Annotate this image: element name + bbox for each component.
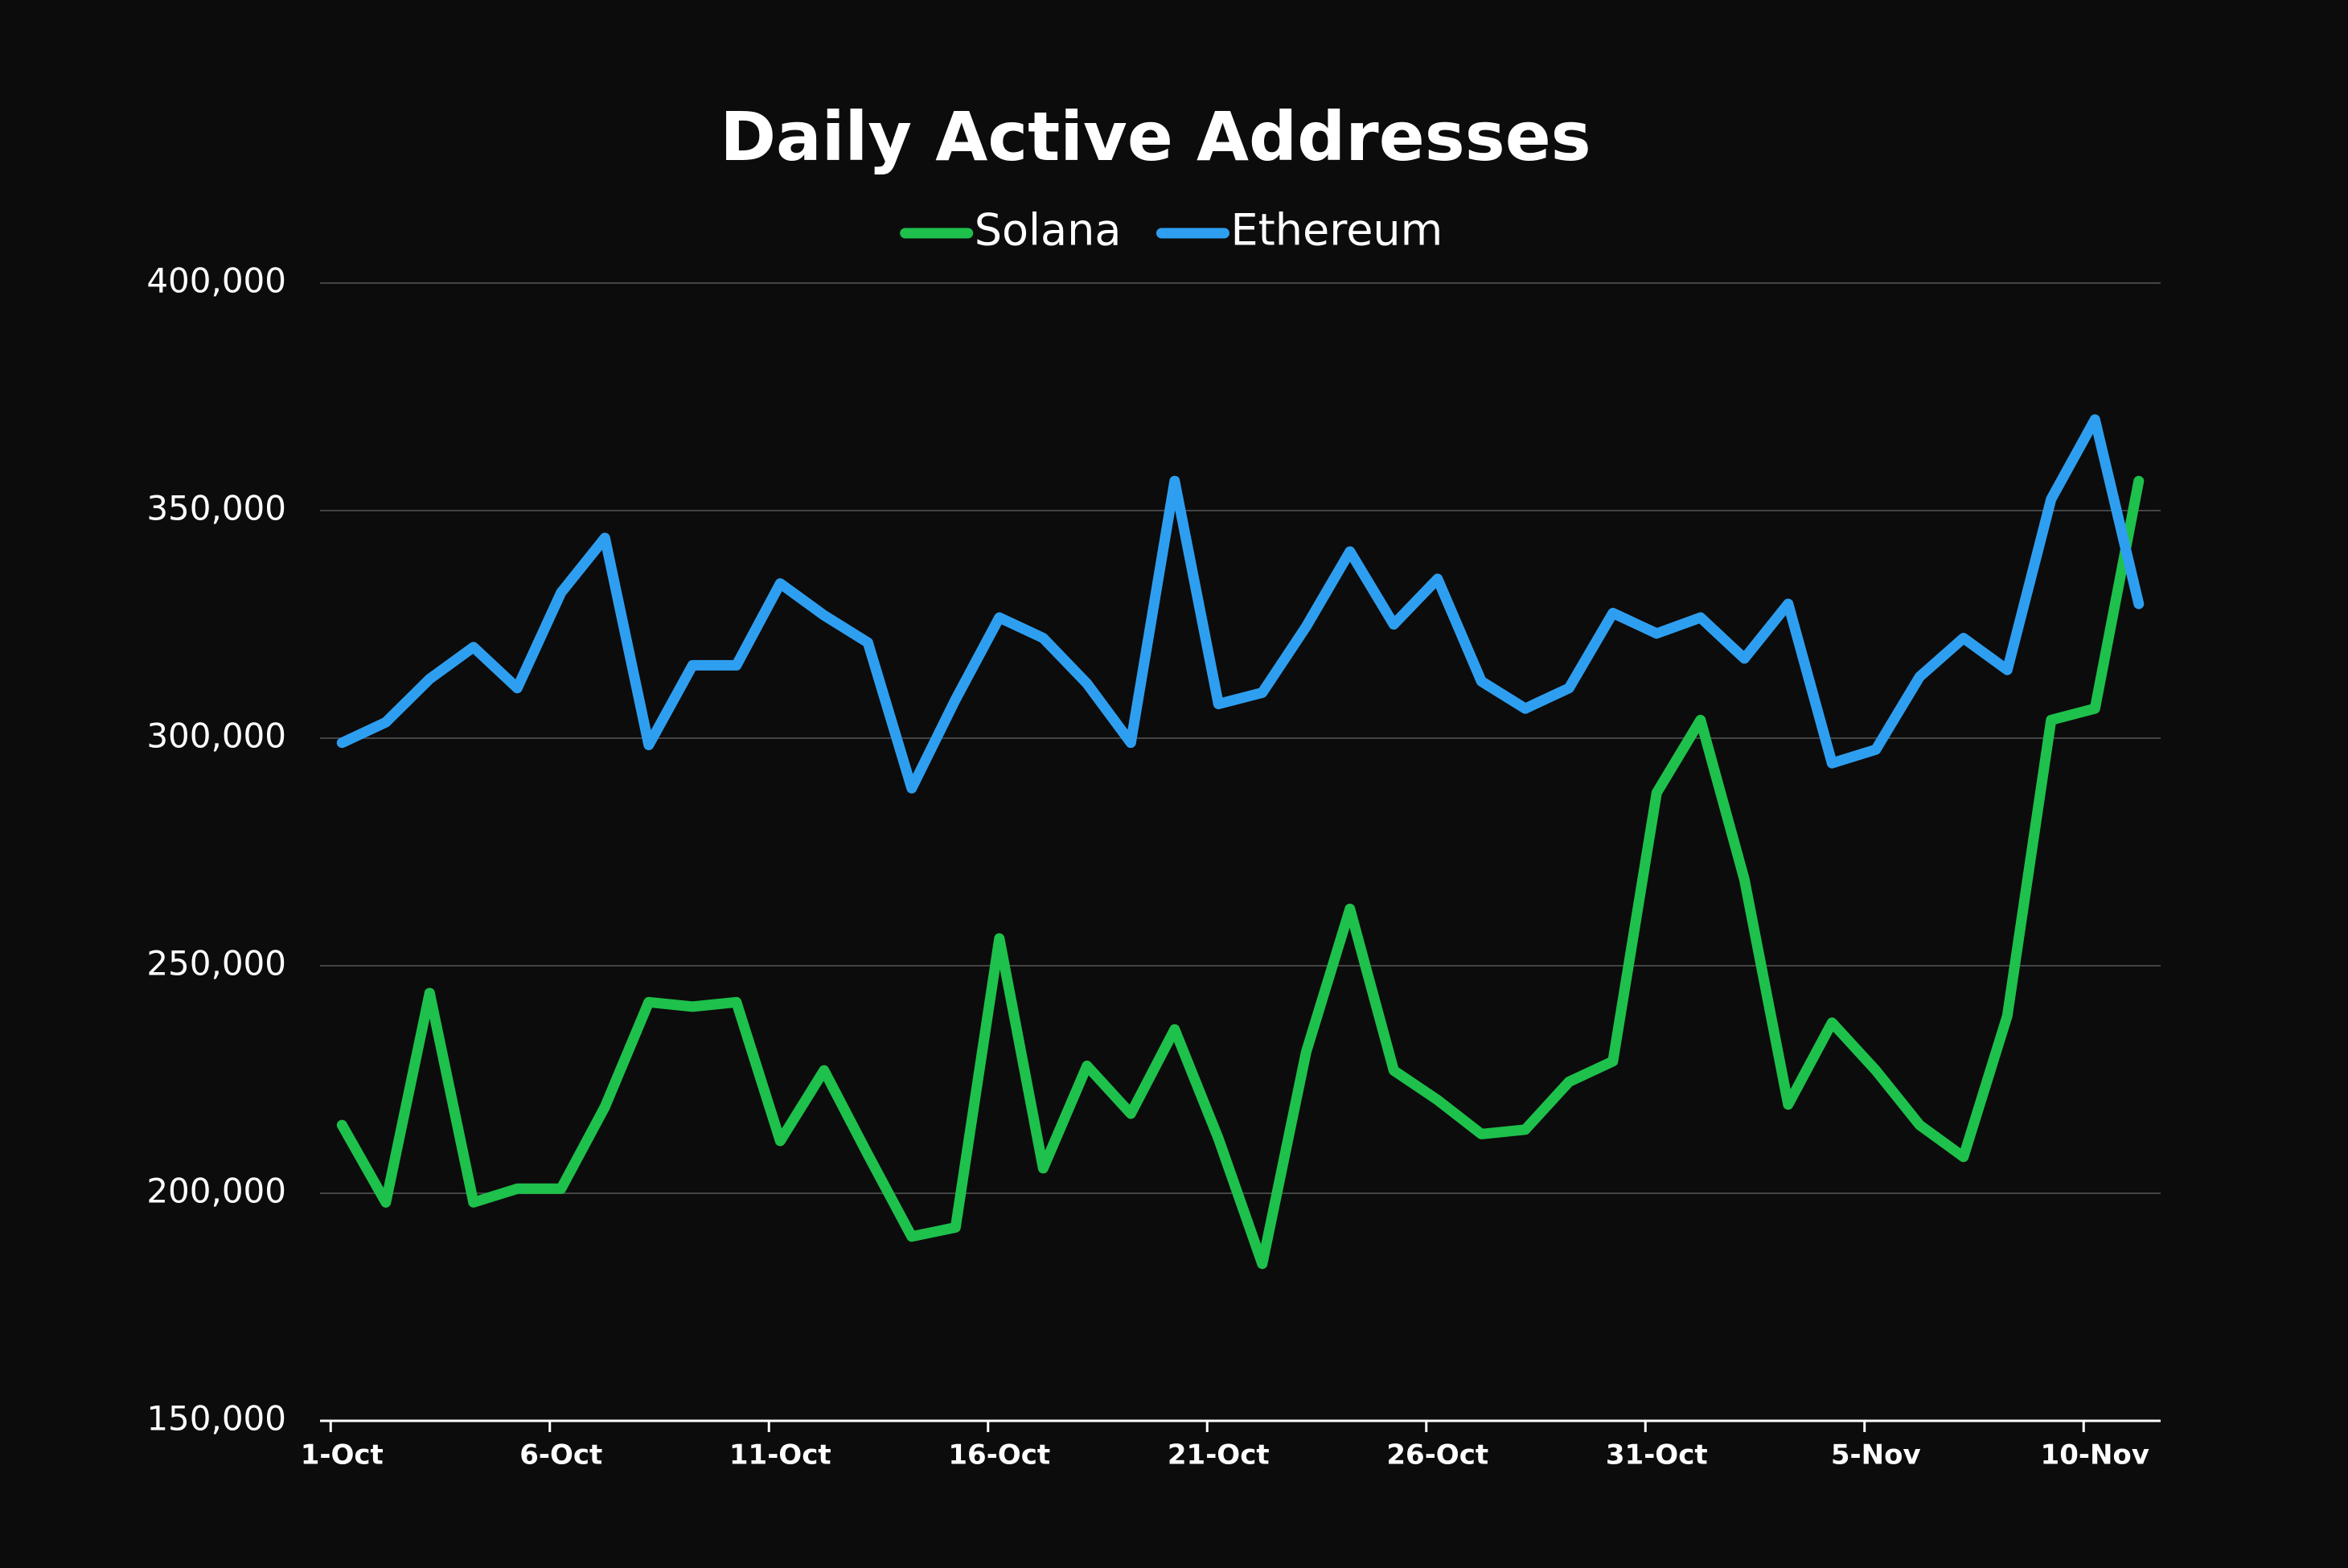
x-tick-label: 26-Oct [1386, 1439, 1488, 1472]
series-line [336, 414, 2145, 794]
series-line [336, 475, 2145, 1270]
x-tick-label: 1-Oct [301, 1439, 384, 1472]
y-tick-label: 400,000 [146, 261, 286, 301]
legend-label: Ethereum [1230, 205, 1443, 256]
y-tick-label: 300,000 [146, 716, 286, 756]
x-tick-label: 6-Oct [519, 1439, 602, 1472]
y-tick-label: 150,000 [146, 1399, 286, 1439]
x-tick-label: 21-Oct [1168, 1439, 1270, 1472]
y-tick-label: 200,000 [146, 1172, 286, 1211]
x-tick-label: 11-Oct [729, 1439, 831, 1472]
x-tick-label: 31-Oct [1606, 1439, 1708, 1472]
x-tick-label: 5-Nov [1831, 1439, 1921, 1472]
legend-label: Solana [975, 205, 1122, 256]
x-tick-label: 10-Nov [2041, 1439, 2149, 1472]
x-tick-label: 16-Oct [948, 1439, 1050, 1472]
chart-title: Daily Active Addresses [720, 97, 1591, 176]
y-tick-label: 350,000 [146, 489, 286, 528]
y-tick-label: 250,000 [146, 944, 286, 983]
